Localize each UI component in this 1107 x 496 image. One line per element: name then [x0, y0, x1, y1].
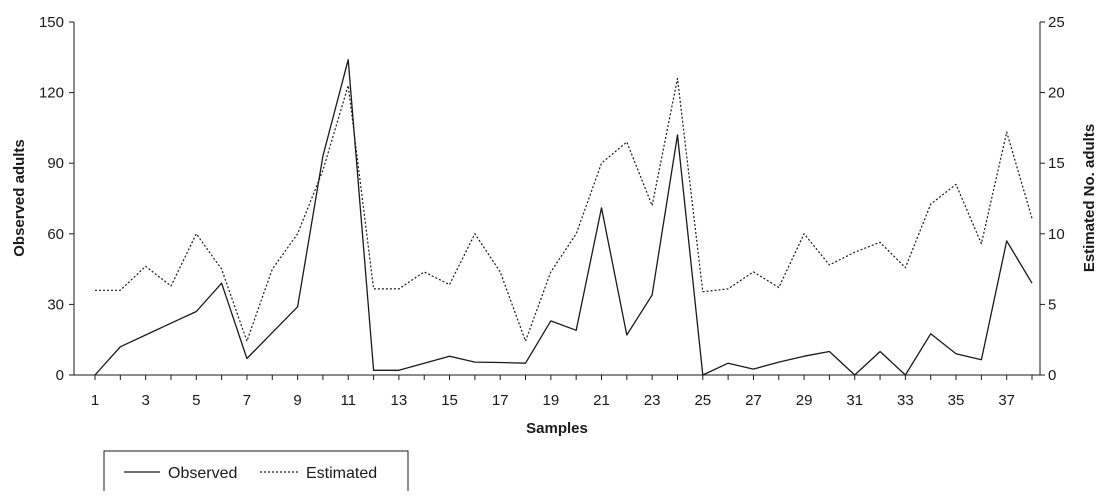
- x-axis-title: Samples: [526, 420, 588, 437]
- legend-estimated-label: Estimated: [306, 465, 377, 482]
- series-line-observed: [94, 59, 1033, 376]
- x-tick-label: 3: [141, 392, 149, 409]
- x-tick-label: 9: [293, 392, 301, 409]
- x-tick-label: 5: [192, 392, 200, 409]
- legend-observed-label: Observed: [168, 465, 237, 482]
- left-y-tick-label: 90: [47, 155, 64, 172]
- x-tick-label: 7: [243, 392, 251, 409]
- legend-box: [103, 450, 409, 496]
- left-y-tick-label: 150: [39, 14, 64, 31]
- x-tick-label: 11: [340, 392, 356, 409]
- x-tick-label: 31: [846, 392, 863, 409]
- x-tick-label: 17: [492, 392, 509, 409]
- right-y-tick-label: 0: [1048, 367, 1056, 384]
- x-tick-label: 21: [593, 392, 610, 409]
- left-y-tick-label: 30: [47, 296, 64, 313]
- legend: Observed Estimated: [103, 450, 409, 496]
- left-y-tick-label: 120: [39, 85, 64, 102]
- x-ticks: 1 3 5 7 9 11 13 15 17 19 21 23 25 27 29 31 33 35 37: [91, 375, 1033, 409]
- series-line-estimated: [95, 77, 1033, 342]
- right-y-tick-label: 5: [1048, 296, 1056, 313]
- x-tick-label: 27: [745, 392, 762, 409]
- x-tick-label: 15: [441, 392, 458, 409]
- x-tick-label: 13: [391, 392, 408, 409]
- axes: [73, 22, 1041, 376]
- left-y-tick-label: 0: [56, 367, 64, 384]
- right-y-axis-title: Estimated No. adults: [1081, 124, 1098, 272]
- x-tick-label: 35: [948, 392, 965, 409]
- x-tick-label: 25: [694, 392, 711, 409]
- left-y-axis-title: Observed adults: [11, 139, 28, 257]
- right-y-tick-label: 10: [1048, 226, 1065, 243]
- left-y-tick-label: 60: [47, 226, 64, 243]
- x-tick-label: 1: [91, 392, 99, 409]
- series-lines: [94, 59, 1033, 376]
- x-tick-label: 29: [796, 392, 813, 409]
- x-tick-label: 19: [542, 392, 559, 409]
- x-tick-label: 23: [644, 392, 661, 409]
- right-y-tick-label: 20: [1048, 85, 1065, 102]
- left-y-ticks: 0 30 60 90 120 150: [39, 14, 74, 384]
- right-y-tick-label: 25: [1048, 14, 1065, 31]
- x-tick-label: 37: [998, 392, 1015, 409]
- x-tick-label: 33: [897, 392, 914, 409]
- right-y-tick-label: 15: [1048, 155, 1065, 172]
- right-y-ticks: 0 5 10 15 20 25: [1040, 14, 1065, 384]
